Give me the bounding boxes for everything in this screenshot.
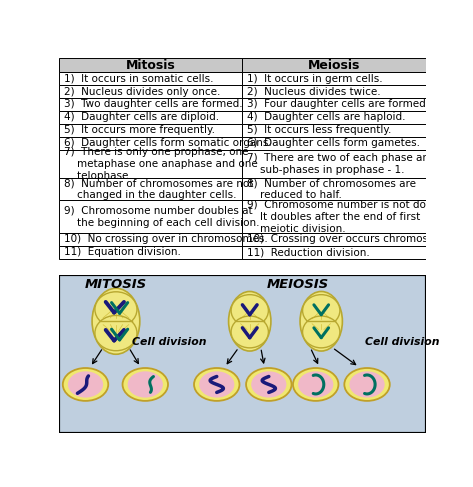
Ellipse shape <box>231 316 268 348</box>
Bar <box>59 178 242 201</box>
Text: 10)  Crossing over occurs chromosomes.: 10) Crossing over occurs chromosomes. <box>247 234 460 244</box>
Ellipse shape <box>199 371 234 397</box>
Bar <box>242 72 426 85</box>
Text: 9)  Chromosome number is not doubled.
    It doubles after the end of first
    : 9) Chromosome number is not doubled. It … <box>247 200 458 234</box>
Ellipse shape <box>246 368 291 401</box>
Bar <box>59 111 242 124</box>
Text: 11)  Reduction division.: 11) Reduction division. <box>247 247 369 257</box>
Bar <box>242 124 426 137</box>
Bar <box>242 98 426 111</box>
Bar <box>59 85 242 98</box>
Ellipse shape <box>298 371 333 397</box>
Bar <box>242 150 426 178</box>
Ellipse shape <box>303 316 340 348</box>
Ellipse shape <box>123 368 168 401</box>
Bar <box>59 58 242 72</box>
Ellipse shape <box>95 292 137 327</box>
Bar <box>59 233 242 246</box>
Ellipse shape <box>350 371 385 397</box>
Text: 4)  Daughter cells are diploid.: 4) Daughter cells are diploid. <box>63 112 219 122</box>
Bar <box>242 137 426 150</box>
Ellipse shape <box>300 292 342 351</box>
Bar <box>242 233 426 246</box>
Text: MITOSIS: MITOSIS <box>85 279 147 291</box>
Text: 3)  Two daughter cells are formed.: 3) Two daughter cells are formed. <box>63 99 242 110</box>
Ellipse shape <box>344 368 390 401</box>
Ellipse shape <box>293 368 339 401</box>
Text: 8)  Number of chromosomes are not
    changed in the daughter cells.: 8) Number of chromosomes are not changed… <box>63 178 253 200</box>
Bar <box>59 150 242 178</box>
Text: 2)  Nucleus divides only once.: 2) Nucleus divides only once. <box>63 87 220 96</box>
Text: 1)  It occurs in somatic cells.: 1) It occurs in somatic cells. <box>63 74 213 84</box>
Text: 8)  Number of chromosomes are
    reduced to half.: 8) Number of chromosomes are reduced to … <box>247 178 416 200</box>
Ellipse shape <box>303 295 340 326</box>
Text: 6)  Daughter cells form somatic organs.: 6) Daughter cells form somatic organs. <box>63 138 272 149</box>
Bar <box>242 58 426 72</box>
Bar <box>242 201 426 233</box>
Text: MEIOSIS: MEIOSIS <box>266 279 328 291</box>
Text: 2)  Nucleus divides twice.: 2) Nucleus divides twice. <box>247 87 380 96</box>
Bar <box>59 201 242 233</box>
Bar <box>242 246 426 259</box>
Text: 1)  It occurs in germ cells.: 1) It occurs in germ cells. <box>247 74 383 84</box>
Bar <box>59 98 242 111</box>
Text: 7)  There are two of each phase and five
    sub-phases in prophase - 1.: 7) There are two of each phase and five … <box>247 153 458 175</box>
Text: 4)  Daughter cells are haploid.: 4) Daughter cells are haploid. <box>247 112 405 122</box>
Text: 3)  Four daughter cells are formed.: 3) Four daughter cells are formed. <box>247 99 429 110</box>
Ellipse shape <box>95 316 137 351</box>
Text: 5)  It occurs more frequently.: 5) It occurs more frequently. <box>63 125 215 135</box>
Ellipse shape <box>68 371 103 397</box>
Text: 6)  Daughter cells form gametes.: 6) Daughter cells form gametes. <box>247 138 420 149</box>
Bar <box>242 178 426 201</box>
Text: 7)  There is only one prophase, one
    metaphase one anaphase and one
    telop: 7) There is only one prophase, one metap… <box>63 147 257 181</box>
Bar <box>242 85 426 98</box>
Ellipse shape <box>231 295 268 326</box>
Bar <box>59 72 242 85</box>
Ellipse shape <box>92 288 140 354</box>
Ellipse shape <box>194 368 239 401</box>
Bar <box>242 111 426 124</box>
Bar <box>59 124 242 137</box>
Ellipse shape <box>228 292 271 351</box>
Text: 9)  Chromosome number doubles at
    the beginning of each cell division.: 9) Chromosome number doubles at the begi… <box>63 206 259 227</box>
Ellipse shape <box>128 371 163 397</box>
Ellipse shape <box>63 368 108 401</box>
Bar <box>59 137 242 150</box>
Text: 10)  No crossing over in chromosomes.: 10) No crossing over in chromosomes. <box>63 234 267 244</box>
Text: Meiosis: Meiosis <box>308 59 360 72</box>
Bar <box>59 246 242 259</box>
Text: 11)  Equation division.: 11) Equation division. <box>63 247 180 257</box>
Text: Cell division: Cell division <box>365 337 439 347</box>
Ellipse shape <box>251 371 287 397</box>
Text: 5)  It occurs less frequently.: 5) It occurs less frequently. <box>247 125 391 135</box>
Text: Cell division: Cell division <box>132 337 206 347</box>
Text: Mitosis: Mitosis <box>126 59 175 72</box>
